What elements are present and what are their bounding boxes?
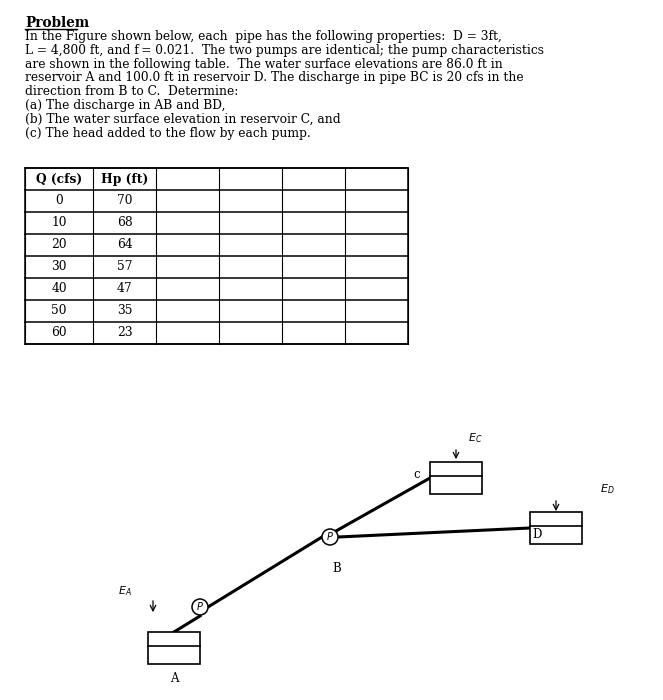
Text: D: D <box>532 528 542 542</box>
Text: 47: 47 <box>117 283 133 295</box>
Text: L = 4,800 ft, and f = 0.021.  The two pumps are identical; the pump characterist: L = 4,800 ft, and f = 0.021. The two pum… <box>25 44 544 57</box>
Bar <box>430 462 482 494</box>
Text: Q (cfs): Q (cfs) <box>36 172 82 186</box>
Circle shape <box>322 529 338 545</box>
Text: 40: 40 <box>51 283 67 295</box>
Text: P: P <box>197 602 203 612</box>
Text: 20: 20 <box>51 239 67 251</box>
Bar <box>148 632 200 664</box>
Circle shape <box>192 599 208 615</box>
Text: $E_C$: $E_C$ <box>468 431 483 445</box>
Text: A: A <box>170 672 178 685</box>
Text: 70: 70 <box>117 195 132 207</box>
Text: 35: 35 <box>117 304 132 318</box>
Text: are shown in the following table.  The water surface elevations are 86.0 ft in: are shown in the following table. The wa… <box>25 57 503 71</box>
Text: Hp (ft): Hp (ft) <box>101 172 148 186</box>
Text: 64: 64 <box>117 239 133 251</box>
Text: direction from B to C.  Determine:: direction from B to C. Determine: <box>25 85 239 98</box>
Text: (a) The discharge in AB and BD,: (a) The discharge in AB and BD, <box>25 99 225 112</box>
Text: $E_D$: $E_D$ <box>600 482 615 496</box>
Text: 30: 30 <box>51 260 67 274</box>
Text: (b) The water surface elevation in reservoir C, and: (b) The water surface elevation in reser… <box>25 113 341 126</box>
Text: 68: 68 <box>117 216 133 230</box>
Text: P: P <box>327 532 333 542</box>
Text: Problem: Problem <box>25 16 90 30</box>
Text: 50: 50 <box>51 304 67 318</box>
Text: c: c <box>413 468 420 482</box>
Text: 57: 57 <box>117 260 132 274</box>
Text: 0: 0 <box>55 195 63 207</box>
Text: B: B <box>332 562 341 575</box>
Text: 60: 60 <box>51 326 67 340</box>
Text: $E_A$: $E_A$ <box>118 584 132 598</box>
Text: 10: 10 <box>51 216 67 230</box>
Text: (c) The head added to the flow by each pump.: (c) The head added to the flow by each p… <box>25 127 311 139</box>
Bar <box>530 512 582 544</box>
Text: reservoir A and 100.0 ft in reservoir D. The discharge in pipe BC is 20 cfs in t: reservoir A and 100.0 ft in reservoir D.… <box>25 71 524 85</box>
Bar <box>25 168 408 344</box>
Text: 23: 23 <box>117 326 133 340</box>
Text: In the Figure shown below, each  pipe has the following properties:  D = 3ft,: In the Figure shown below, each pipe has… <box>25 30 502 43</box>
